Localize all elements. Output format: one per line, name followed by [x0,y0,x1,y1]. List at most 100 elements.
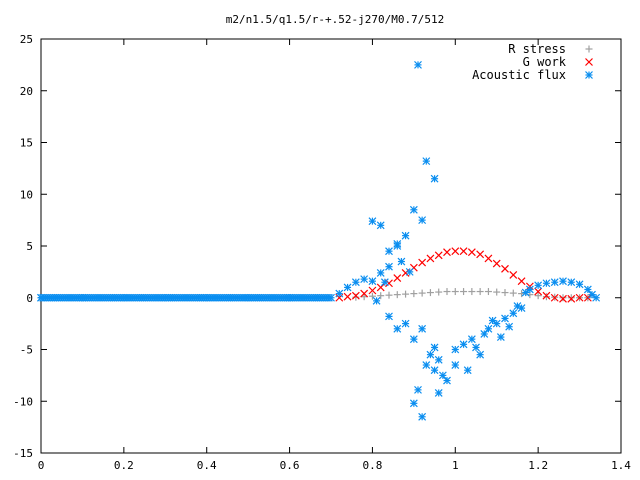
data-point-acoustic-flux [393,324,402,333]
data-point-r-stress [493,288,501,296]
data-point-acoustic-flux [451,361,460,369]
data-point-r-stress [443,288,451,296]
x-tick-label: 0.6 [280,459,300,472]
data-point-acoustic-flux [401,319,410,328]
data-point-acoustic-flux [567,278,576,287]
data-point-g-work [459,247,468,256]
data-point-g-work [467,248,476,257]
data-point-r-stress [402,290,410,298]
y-tick-label: -5 [20,344,33,357]
data-point-r-stress [435,288,443,296]
data-point-g-work [567,294,576,303]
data-point-acoustic-flux [550,278,559,287]
data-point-g-work [542,291,551,300]
data-points [37,60,601,421]
data-point-r-stress [410,290,418,298]
data-point-g-work [575,293,584,302]
data-point-g-work [343,292,352,301]
legend-marker [585,71,593,79]
data-point-acoustic-flux [343,283,352,292]
data-point-g-work [376,283,385,292]
y-tick-label: -15 [13,447,33,460]
data-point-acoustic-flux [513,302,522,310]
data-point-acoustic-flux [430,366,439,375]
data-point-g-work [418,258,427,267]
y-tick-label: 15 [20,137,33,150]
data-point-acoustic-flux [521,288,530,297]
data-point-acoustic-flux [426,350,435,359]
tick-group: 0 0.2 0.4 0.6 0.8 1 1.2 1.4 -15 -10 -5 0 5 10 15 20 25 [13,33,631,472]
data-point-acoustic-flux [434,355,443,364]
legend-label: G work [523,55,567,69]
data-point-acoustic-flux [459,340,468,349]
data-point-r-stress [460,288,468,296]
data-point-g-work [476,250,485,259]
legend-label: Acoustic flux [472,68,566,82]
data-point-acoustic-flux [393,242,402,250]
data-point-acoustic-flux [443,376,451,385]
data-point-acoustic-flux [451,345,460,354]
legend-label: R stress [508,42,566,56]
y-tick-label: 20 [20,85,33,98]
y-tick-label: -10 [13,395,33,408]
data-point-r-stress [559,294,567,302]
data-point-acoustic-flux [422,361,431,369]
data-point-g-work [501,264,509,273]
data-point-acoustic-flux [488,316,497,325]
data-point-acoustic-flux [592,293,601,302]
data-point-acoustic-flux [422,157,431,166]
y-tick-label: 5 [26,240,33,253]
data-point-r-stress [468,288,476,296]
legend-marker [585,58,593,66]
data-point-acoustic-flux [430,174,439,183]
x-tick-label: 1 [452,459,459,472]
data-point-acoustic-flux [534,281,543,290]
data-point-acoustic-flux [430,343,439,352]
data-point-acoustic-flux [385,262,393,271]
data-point-g-work [426,254,435,263]
data-point-acoustic-flux [575,280,584,289]
data-point-acoustic-flux [401,231,410,240]
data-point-g-work [434,251,443,260]
data-point-acoustic-flux [542,279,551,288]
data-point-acoustic-flux [418,216,427,225]
data-point-r-stress [534,292,542,300]
data-point-r-stress [542,293,550,301]
data-point-acoustic-flux [368,217,377,226]
y-tick-label: 10 [20,188,33,201]
data-point-g-work [393,274,402,283]
data-point-acoustic-flux [414,60,422,69]
data-point-r-stress [501,289,509,297]
data-point-acoustic-flux [351,278,360,287]
data-point-r-stress [476,288,484,296]
data-point-acoustic-flux [414,385,422,394]
data-point-acoustic-flux [418,324,427,333]
data-point-acoustic-flux [376,268,385,277]
data-point-acoustic-flux [385,247,393,256]
data-point-acoustic-flux [501,314,509,323]
data-point-g-work [583,293,592,302]
data-point-r-stress [352,293,360,301]
legend-marker [585,45,593,53]
data-point-acoustic-flux [472,343,480,352]
data-point-acoustic-flux [559,277,567,286]
y-tick-label: 25 [20,33,33,46]
x-tick-label: 0 [38,459,45,472]
data-point-acoustic-flux [434,389,443,397]
data-point-r-stress [426,289,434,297]
data-point-acoustic-flux [368,277,377,286]
data-point-acoustic-flux [438,371,447,380]
x-tick-label: 0.8 [362,459,382,472]
x-tick-label: 1.2 [528,459,548,472]
data-point-g-work [550,293,559,302]
data-point-acoustic-flux-baseline [325,293,333,302]
data-point-g-work [517,277,526,286]
data-point-r-stress [393,291,401,299]
data-point-acoustic-flux [409,399,418,408]
data-point-acoustic-flux [409,335,418,344]
data-point-acoustic-flux [376,221,385,230]
data-point-acoustic-flux [505,322,514,331]
data-point-acoustic-flux [467,335,476,344]
data-point-acoustic-flux [405,267,414,276]
